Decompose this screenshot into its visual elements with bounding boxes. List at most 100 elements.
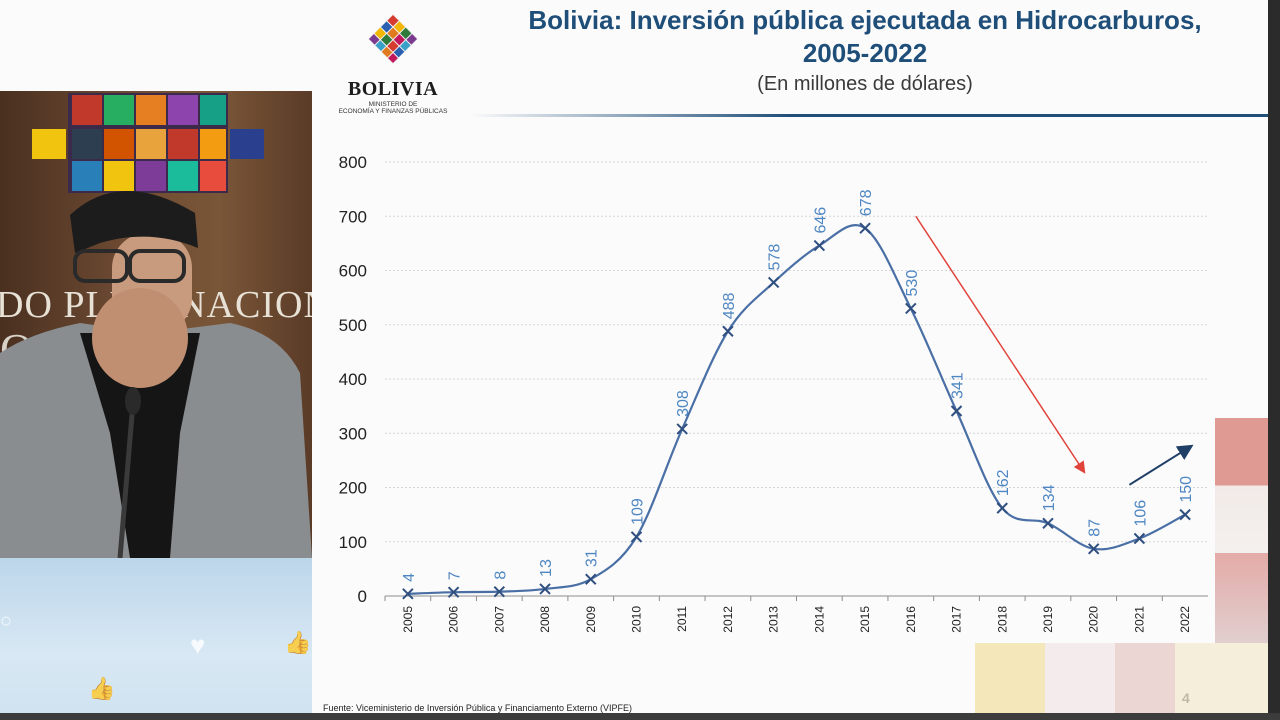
window-edge [1268,0,1280,720]
data-point-marker [1042,517,1054,530]
andean-textile-image [32,93,264,193]
data-label: 488 [721,292,738,319]
y-tick-label: 800 [339,153,367,172]
data-point-marker [1087,543,1100,555]
data-point-marker [859,222,871,234]
data-point-marker [630,531,643,543]
y-axis-ticks: 0 100 200 300 400 500 600 700 800 [339,153,367,606]
x-tick-label: 2012 [721,606,735,633]
y-tick-label: 0 [358,587,367,606]
y-tick-label: 300 [339,424,367,443]
x-tick-label: 2020 [1087,606,1101,633]
y-tick-label: 200 [339,479,367,498]
stream-reactions-area: ♥ 👍 👍 ○ [0,558,312,720]
y-tick-label: 400 [339,370,367,389]
data-label: 678 [858,189,875,216]
marker-stroke [402,588,414,600]
marker-stroke [676,423,688,435]
marker-stroke [859,222,871,234]
data-label: 162 [995,469,1012,496]
marker-stroke [905,302,917,315]
data-point-marker [539,583,551,595]
slide-header-background [0,0,1280,88]
marker-stroke [585,573,597,585]
x-tick-label: 2016 [904,606,918,633]
data-label: 4 [401,573,418,582]
player-control-bar[interactable] [0,713,1280,720]
marker-stroke [1133,532,1146,545]
reaction-icon[interactable]: ○ [0,610,13,632]
data-label: 341 [950,372,967,399]
data-label: 106 [1132,500,1149,527]
logo-ministry-name: MINISTERIO DE ECONOMÍA Y FINANZAS PÚBLIC… [338,101,448,115]
data-point-marker [402,588,414,600]
data-label: 109 [629,498,646,525]
trend-arrows [915,215,1194,486]
speaker-figure [0,190,312,558]
series-markers [402,222,1191,600]
data-point-marker [950,405,963,417]
slide-title: Bolivia: Inversión pública ejecutada en … [528,5,1202,68]
x-tick-label: 2013 [767,606,781,633]
y-tick-label: 100 [339,533,367,552]
data-label: 87 [1087,519,1104,537]
data-point-marker [905,302,917,315]
logo-country-name: BOLIVIA [347,78,439,100]
data-label: 646 [812,207,829,234]
x-tick-label: 2009 [584,606,598,633]
x-tick-label: 2010 [629,606,643,633]
x-tick-label: 2008 [538,606,552,633]
uptrend-arrow [1128,444,1194,486]
data-point-marker [1179,508,1191,521]
data-labels: 4 7 8 13 31 109 308 488 578 646 678 530 341 162 134 87 1… [401,189,1195,581]
like-icon-2[interactable]: 👍 [284,630,312,655]
data-label: 578 [767,244,784,271]
data-point-marker [676,423,688,435]
source-note: Fuente: Viceministerio de Inversión Públ… [323,703,632,713]
like-icon[interactable]: 👍 [88,676,116,701]
y-tick-label: 500 [339,316,367,335]
marker-stroke [996,502,1008,514]
data-point-marker [767,276,780,289]
data-point-marker [447,586,460,598]
x-tick-label: 2021 [1132,606,1146,633]
x-tick-label: 2014 [812,606,826,633]
x-tick-label: 2017 [950,606,964,633]
marker-stroke [813,239,826,252]
series-line [407,224,1186,595]
marker-stroke [1042,517,1054,530]
data-point-marker [493,585,506,598]
data-point-marker [585,573,597,585]
heart-icon[interactable]: ♥ [190,630,206,660]
data-label: 31 [584,549,601,567]
data-point-marker [996,502,1008,514]
data-label: 7 [447,571,464,580]
speaker-webcam-feed: DO PLURINACIONA OLVI [0,91,312,558]
data-point-marker [1133,532,1146,545]
data-label: 308 [675,390,692,417]
data-label: 13 [538,559,555,577]
marker-stroke [493,585,506,598]
x-tick-label: 2019 [1041,606,1055,633]
data-label: 134 [1041,485,1058,512]
data-label: 8 [492,571,509,580]
ministry-logo: BOLIVIA MINISTERIO DE ECONOMÍA Y FINANZA… [318,6,468,120]
marker-stroke [630,531,643,543]
y-tick-label: 700 [339,207,367,226]
x-tick-label: 2005 [401,606,415,633]
data-point-marker [813,239,826,252]
data-label: 530 [904,270,921,297]
marker-stroke [1179,508,1191,521]
header-divider [470,114,1270,117]
chart-gridlines [385,161,1208,543]
marker-stroke [950,405,963,417]
logo-emblem-icon [367,13,419,65]
x-tick-label: 2011 [675,606,689,632]
marker-stroke [722,325,734,337]
marker-stroke [1087,543,1100,555]
x-tick-label: 2018 [995,606,1009,633]
slide-subtitle: (En millones de dólares) [757,73,973,95]
x-axis-ticks: 2005 2006 2007 2008 2009 2010 2011 2012 2013 2014… [384,596,1192,633]
marker-stroke [767,276,780,289]
